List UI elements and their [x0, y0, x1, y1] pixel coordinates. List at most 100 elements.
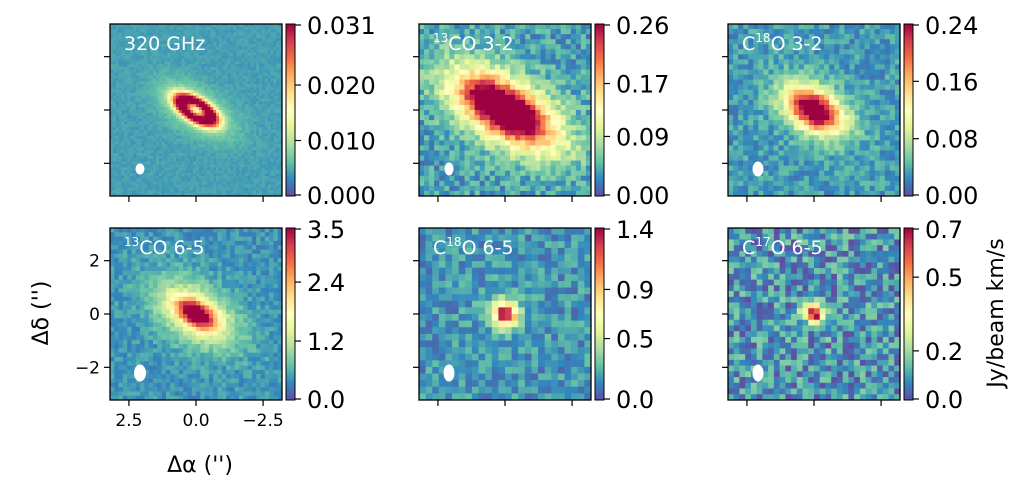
pixel: [230, 121, 234, 125]
pixel: [138, 187, 142, 191]
pixel: [510, 64, 516, 70]
pixel: [525, 64, 531, 70]
pixel: [150, 158, 154, 162]
pixel: [459, 84, 465, 91]
pixel: [256, 32, 260, 36]
pixel: [153, 107, 157, 111]
pixel: [181, 98, 185, 102]
pixel: [110, 155, 114, 160]
pixel: [241, 101, 246, 105]
pixel: [150, 49, 154, 54]
pixel: [499, 34, 506, 40]
pixel: [144, 49, 148, 54]
pixel: [190, 64, 194, 68]
pixel: [190, 130, 194, 134]
pixel: [520, 34, 526, 40]
pixel: [515, 39, 521, 45]
pixel: [178, 110, 183, 114]
pixel: [424, 170, 430, 177]
pixel: [150, 58, 154, 62]
pixel: [515, 69, 521, 75]
pixel: [196, 147, 200, 151]
pixel: [207, 61, 211, 65]
pixel: [124, 164, 128, 168]
pixel: [175, 144, 180, 148]
pixel: [273, 32, 277, 36]
pixel: [121, 95, 125, 99]
pixel: [173, 158, 177, 162]
pixel: [276, 112, 280, 117]
pixel: [276, 84, 280, 88]
pixel: [196, 44, 200, 48]
pixel: [158, 127, 162, 131]
pixel: [213, 158, 217, 162]
pixel: [489, 104, 496, 111]
pixel: [150, 190, 154, 194]
pixel: [733, 49, 739, 55]
pixel: [193, 24, 197, 28]
pixel: [545, 170, 551, 177]
pixel: [181, 155, 185, 160]
pixel: [210, 92, 214, 97]
pixel: [153, 81, 157, 85]
pixel: [575, 74, 582, 80]
pixel: [253, 170, 257, 174]
pixel: [218, 170, 223, 174]
pixel: [207, 138, 211, 142]
pixel: [819, 39, 825, 45]
pixel: [230, 144, 234, 148]
pixel: [132, 64, 137, 68]
pixel: [178, 104, 183, 108]
pixel: [261, 150, 266, 154]
pixel: [449, 180, 455, 187]
pixel: [267, 58, 271, 62]
pixel: [204, 184, 208, 188]
pixel: [147, 147, 151, 151]
pixel: [429, 115, 435, 121]
pixel: [150, 110, 154, 114]
pixel: [540, 110, 546, 116]
pixel: [167, 46, 171, 51]
pixel: [247, 55, 251, 59]
pixel: [221, 167, 226, 171]
pixel: [224, 130, 228, 134]
pixel: [164, 190, 168, 194]
pixel: [585, 170, 592, 177]
pixel: [429, 49, 435, 55]
pixel: [520, 54, 526, 60]
pixel: [198, 173, 203, 177]
pixel: [150, 181, 154, 185]
pixel: [230, 61, 234, 65]
pixel: [768, 49, 774, 55]
pixel: [494, 69, 501, 75]
pixel: [184, 58, 188, 62]
pixel: [204, 67, 208, 71]
pixel: [565, 74, 572, 80]
pixel: [141, 44, 145, 48]
pixel: [198, 130, 203, 134]
pixel: [130, 32, 134, 36]
pixel: [187, 127, 191, 131]
pixel: [259, 61, 263, 65]
pixel: [138, 78, 142, 82]
pixel: [585, 59, 592, 65]
pixel: [530, 180, 536, 187]
pixel: [118, 104, 122, 108]
pixel: [198, 46, 203, 51]
pixel: [276, 46, 280, 51]
pixel: [276, 55, 280, 59]
pixel: [155, 67, 160, 71]
pixel: [181, 52, 185, 56]
pixel: [164, 78, 168, 82]
pixel: [187, 175, 191, 180]
pixel: [216, 161, 220, 165]
pixel: [279, 190, 283, 194]
pixel: [135, 127, 140, 131]
pixel: [565, 69, 572, 75]
pixel: [580, 130, 587, 136]
pixel: [434, 110, 440, 116]
pixel: [267, 158, 271, 162]
pixel: [256, 89, 260, 94]
pixel: [250, 164, 254, 168]
